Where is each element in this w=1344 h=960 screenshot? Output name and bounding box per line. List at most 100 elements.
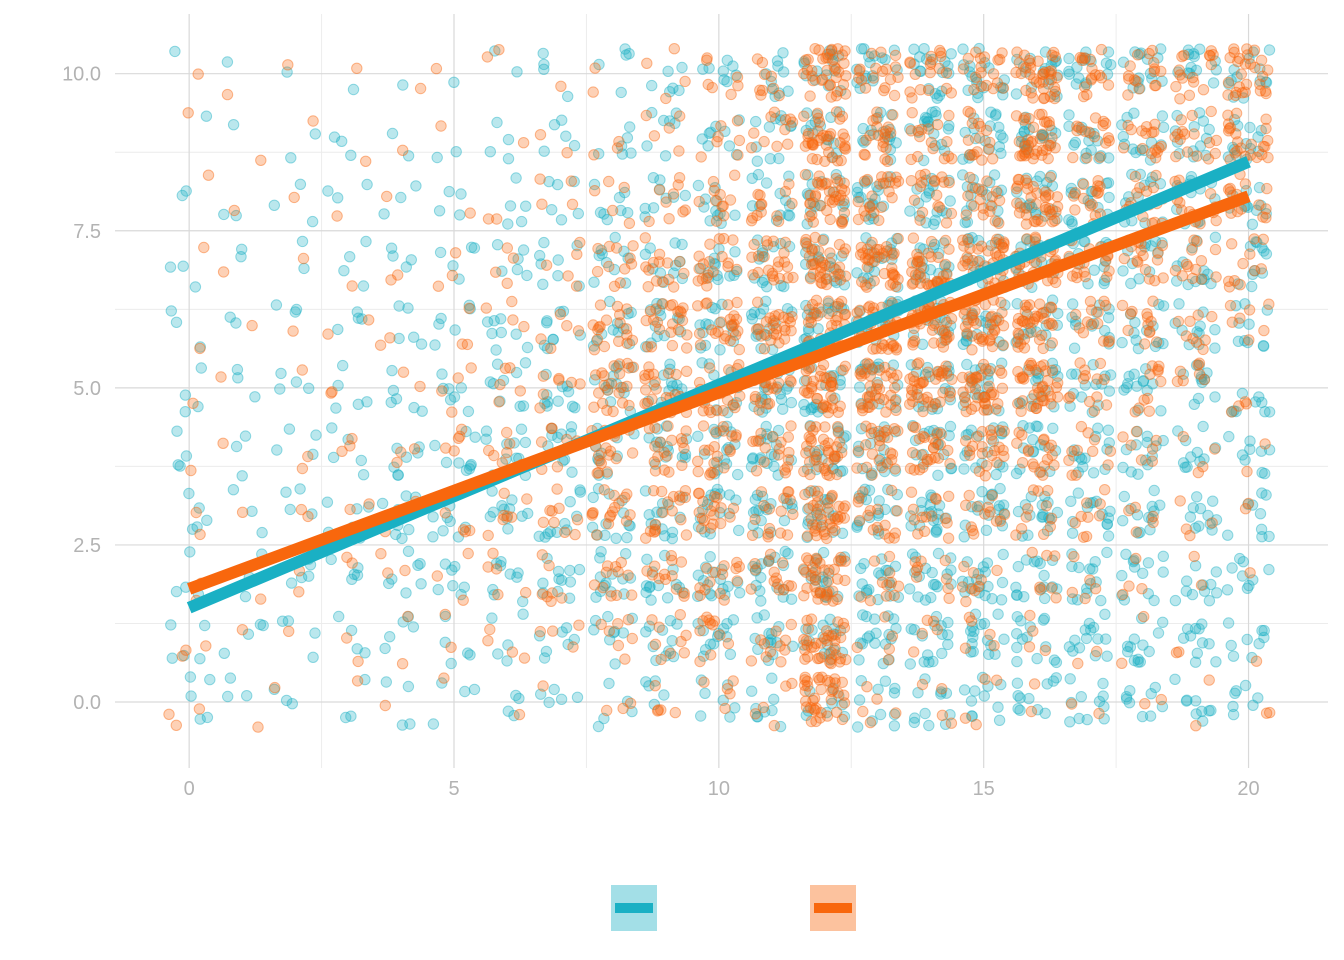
- data-point: [719, 702, 731, 715]
- data-point: [661, 441, 673, 453]
- data-point: [537, 680, 549, 692]
- data-point: [1075, 691, 1088, 703]
- data-point: [666, 532, 678, 545]
- data-point: [927, 433, 939, 445]
- data-point: [1103, 437, 1116, 449]
- data-point: [905, 153, 917, 166]
- data-point: [965, 372, 977, 384]
- data-point: [536, 549, 548, 561]
- data-point: [809, 574, 822, 586]
- data-point: [883, 643, 895, 655]
- data-point: [1035, 466, 1047, 478]
- data-point: [200, 110, 213, 122]
- data-point: [982, 509, 995, 521]
- data-point: [891, 505, 903, 517]
- data-point: [257, 619, 269, 632]
- data-point: [751, 612, 763, 624]
- data-point: [1176, 125, 1189, 138]
- data-point: [560, 130, 572, 142]
- data-point: [833, 555, 845, 567]
- data-point: [765, 448, 778, 461]
- data-point: [561, 524, 573, 536]
- data-point: [982, 368, 994, 380]
- data-point: [779, 634, 792, 646]
- data-point: [611, 450, 623, 462]
- data-point: [945, 463, 957, 475]
- data-point: [823, 506, 835, 518]
- data-point: [1012, 505, 1025, 518]
- data-point: [654, 436, 666, 448]
- data-point: [1042, 484, 1054, 497]
- data-point: [487, 506, 499, 518]
- data-point: [975, 618, 987, 631]
- data-point: [855, 675, 867, 687]
- data-point: [603, 175, 615, 188]
- data-point: [1157, 550, 1170, 562]
- data-point: [1011, 46, 1023, 58]
- data-point: [851, 462, 863, 474]
- data-point: [488, 449, 500, 462]
- data-point: [1157, 434, 1169, 447]
- data-point: [904, 583, 916, 595]
- data-point: [727, 502, 740, 514]
- data-point: [908, 514, 921, 526]
- data-point: [817, 575, 829, 587]
- data-point: [1087, 621, 1100, 634]
- data-point: [1035, 390, 1047, 403]
- x-tick-label: 15: [973, 778, 995, 800]
- data-point: [1067, 388, 1080, 400]
- data-point: [729, 169, 741, 181]
- data-point: [919, 673, 931, 685]
- data-point: [752, 250, 765, 262]
- data-point: [1207, 495, 1219, 507]
- data-point: [972, 430, 985, 442]
- data-point: [268, 199, 280, 212]
- data-point: [809, 522, 821, 534]
- x-tick-label: 10: [708, 778, 730, 800]
- data-point: [805, 403, 817, 416]
- data-point: [712, 325, 724, 338]
- data-point: [969, 608, 982, 620]
- data-point: [1026, 393, 1038, 405]
- data-point: [945, 207, 958, 220]
- data-point: [445, 641, 457, 653]
- data-point: [960, 499, 972, 511]
- data-point: [868, 555, 881, 567]
- data-point: [649, 523, 661, 536]
- data-point: [1148, 65, 1160, 78]
- data-point: [1209, 324, 1221, 336]
- data-point: [658, 568, 671, 580]
- data-point: [623, 519, 635, 531]
- data-point: [1063, 109, 1075, 121]
- data-point: [724, 648, 737, 660]
- data-point: [1206, 517, 1218, 529]
- data-point: [487, 547, 499, 559]
- data-point: [905, 486, 918, 498]
- data-point: [749, 493, 761, 506]
- data-point: [306, 508, 318, 520]
- data-point: [1139, 698, 1151, 710]
- data-point: [1097, 690, 1109, 702]
- data-point: [641, 341, 654, 353]
- data-point: [502, 153, 515, 165]
- data-point: [694, 339, 707, 351]
- data-point: [227, 484, 240, 496]
- data-point: [1068, 550, 1080, 563]
- data-point: [1190, 708, 1202, 720]
- data-point: [360, 235, 372, 248]
- data-point: [1257, 233, 1270, 246]
- data-point: [768, 460, 780, 473]
- data-point: [883, 550, 896, 563]
- data-point: [912, 591, 924, 603]
- data-point: [464, 460, 477, 472]
- data-point: [345, 710, 357, 722]
- data-point: [170, 316, 183, 328]
- data-point: [1010, 581, 1022, 593]
- data-point: [555, 693, 568, 705]
- data-point: [768, 566, 780, 578]
- data-point: [973, 500, 986, 512]
- data-point: [786, 197, 798, 210]
- data-point: [806, 383, 818, 395]
- data-point: [344, 251, 356, 263]
